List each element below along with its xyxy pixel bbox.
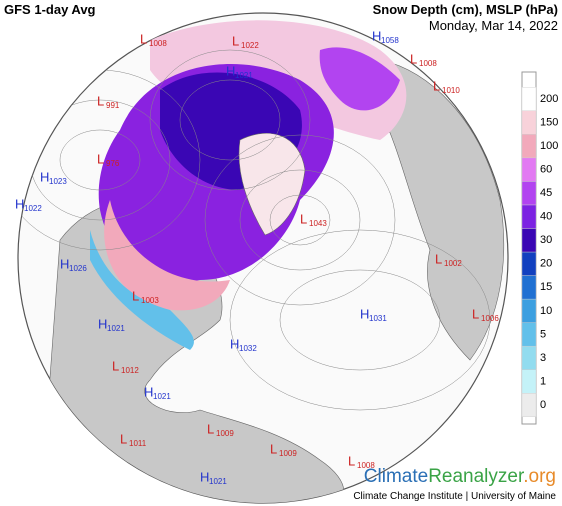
center-letter: L bbox=[232, 33, 239, 48]
center-letter: L bbox=[410, 51, 417, 66]
center-letter: L bbox=[348, 453, 355, 468]
center-value: 1002 bbox=[444, 259, 462, 268]
colorbar-label: 200 bbox=[540, 93, 558, 105]
center-value: 1031 bbox=[369, 314, 387, 323]
center-value: 1009 bbox=[279, 449, 297, 458]
center-value: 1026 bbox=[69, 264, 87, 273]
product: Snow Depth (cm), MSLP (hPa) bbox=[372, 2, 558, 17]
center-value: 1012 bbox=[121, 366, 139, 375]
brand-b: Reanalyzer bbox=[428, 466, 524, 487]
center-value: 1022 bbox=[24, 204, 42, 213]
colorbar-swatch bbox=[521, 345, 537, 370]
colorbar-swatch bbox=[521, 157, 537, 182]
center-letter: L bbox=[140, 31, 147, 46]
center-letter: H bbox=[98, 316, 107, 331]
colorbar-swatch bbox=[521, 228, 537, 253]
colorbar-label: 45 bbox=[540, 187, 552, 199]
center-letter: H bbox=[200, 469, 209, 484]
colorbar-swatch bbox=[521, 110, 537, 135]
colorbar-swatch bbox=[521, 181, 537, 206]
center-value: 1058 bbox=[381, 36, 399, 45]
colorbar-label: 15 bbox=[540, 281, 552, 293]
title: GFS 1-day Avg bbox=[4, 2, 96, 17]
center-letter: L bbox=[207, 421, 214, 436]
isobars bbox=[18, 49, 491, 411]
colorbar-label: 150 bbox=[540, 116, 558, 128]
center-value: 1043 bbox=[309, 219, 327, 228]
center-letter: H bbox=[372, 28, 381, 43]
center-letter: L bbox=[435, 251, 442, 266]
colorbar-swatch bbox=[521, 393, 537, 417]
colorbar-swatch bbox=[521, 275, 537, 300]
land bbox=[39, 20, 504, 503]
colorbar-label: 40 bbox=[540, 211, 552, 223]
colorbar-swatch bbox=[521, 298, 537, 323]
center-value: 1021 bbox=[235, 71, 253, 80]
center-letter: H bbox=[40, 169, 49, 184]
center-letter: H bbox=[360, 306, 369, 321]
colorbar-label: 20 bbox=[540, 258, 552, 270]
center-value: 991 bbox=[106, 101, 120, 110]
center-letter: L bbox=[97, 93, 104, 108]
center-value: 1003 bbox=[141, 296, 159, 305]
colorbar-swatch bbox=[521, 87, 537, 111]
center-value: 1011 bbox=[129, 439, 147, 448]
colorbar-swatch bbox=[521, 251, 537, 276]
center-letter: H bbox=[226, 63, 235, 78]
center-value: 1023 bbox=[49, 177, 67, 186]
center-letter: L bbox=[132, 288, 139, 303]
center-letter: L bbox=[97, 151, 104, 166]
brand-a: Climate bbox=[363, 466, 429, 487]
colorbar-label: 10 bbox=[540, 305, 552, 317]
center-value: 1021 bbox=[153, 392, 171, 401]
colorbar-label: 0 bbox=[540, 399, 546, 411]
center-letter: H bbox=[144, 384, 153, 399]
center-letter: H bbox=[15, 196, 24, 211]
colorbar-swatch bbox=[521, 204, 537, 229]
center-value: 1009 bbox=[216, 429, 234, 438]
center-letter: H bbox=[230, 336, 239, 351]
colorbar-label: 100 bbox=[540, 140, 558, 152]
center-letter: H bbox=[60, 256, 69, 271]
center-letter: L bbox=[120, 431, 127, 446]
center-value: 1021 bbox=[209, 477, 227, 486]
center-value: 1010 bbox=[442, 86, 460, 95]
brand: ClimateReanalyzer.org bbox=[364, 466, 556, 488]
credit: Climate Change Institute | University of… bbox=[353, 491, 556, 502]
colorbar-label: 5 bbox=[540, 328, 546, 340]
center-value: 1032 bbox=[239, 344, 257, 353]
center-value: 976 bbox=[106, 159, 120, 168]
center-value: 1008 bbox=[149, 39, 167, 48]
center-letter: L bbox=[300, 211, 307, 226]
date: Monday, Mar 14, 2022 bbox=[428, 18, 558, 33]
colorbar-label: 60 bbox=[540, 164, 552, 176]
center-letter: L bbox=[270, 441, 277, 456]
center-value: 1008 bbox=[357, 461, 375, 470]
colorbar-label: 3 bbox=[540, 352, 546, 364]
colorbar-label: 30 bbox=[540, 234, 552, 246]
center-letter: L bbox=[472, 306, 479, 321]
colorbar-swatch bbox=[521, 369, 537, 394]
center-value: 1022 bbox=[241, 41, 259, 50]
center-letter: L bbox=[433, 78, 440, 93]
center-value: 1021 bbox=[107, 324, 125, 333]
center-value: 1006 bbox=[481, 314, 499, 323]
center-letter: L bbox=[112, 358, 119, 373]
colorbar-swatch bbox=[521, 134, 537, 159]
colorbar-label: 1 bbox=[540, 375, 546, 387]
center-value: 1008 bbox=[419, 59, 437, 68]
colorbar-swatch bbox=[521, 322, 537, 347]
brand-org: .org bbox=[523, 466, 556, 487]
